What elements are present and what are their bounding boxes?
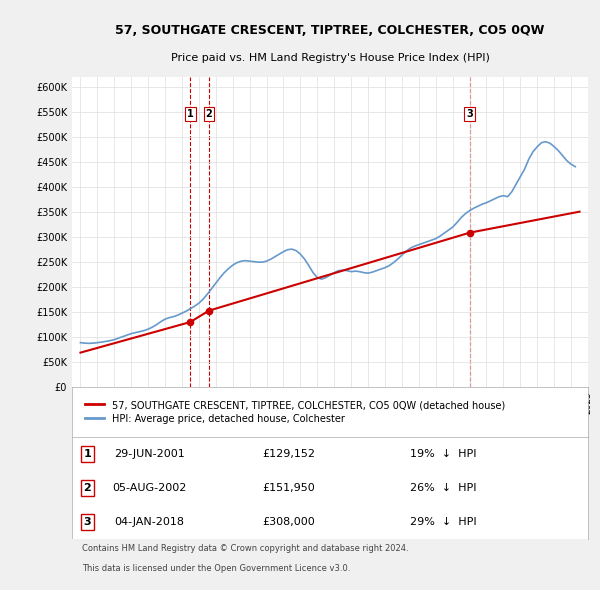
Legend: 57, SOUTHGATE CRESCENT, TIPTREE, COLCHESTER, CO5 0QW (detached house), HPI: Aver: 57, SOUTHGATE CRESCENT, TIPTREE, COLCHES…	[82, 397, 508, 427]
Text: 04-JAN-2018: 04-JAN-2018	[115, 517, 184, 527]
Text: 29%  ↓  HPI: 29% ↓ HPI	[410, 517, 477, 527]
Text: 3: 3	[466, 109, 473, 119]
Text: 26%  ↓  HPI: 26% ↓ HPI	[410, 483, 477, 493]
Text: 57, SOUTHGATE CRESCENT, TIPTREE, COLCHESTER, CO5 0QW: 57, SOUTHGATE CRESCENT, TIPTREE, COLCHES…	[115, 24, 545, 37]
Text: 19%  ↓  HPI: 19% ↓ HPI	[410, 449, 477, 459]
Text: 05-AUG-2002: 05-AUG-2002	[112, 483, 187, 493]
Text: 29-JUN-2001: 29-JUN-2001	[114, 449, 185, 459]
Point	[204, 306, 214, 316]
Text: Contains HM Land Registry data © Crown copyright and database right 2024.: Contains HM Land Registry data © Crown c…	[82, 544, 409, 553]
Text: £129,152: £129,152	[262, 449, 315, 459]
Text: 2: 2	[205, 109, 212, 119]
Text: 3: 3	[83, 517, 91, 527]
Text: This data is licensed under the Open Government Licence v3.0.: This data is licensed under the Open Gov…	[82, 564, 350, 573]
Text: 1: 1	[187, 109, 194, 119]
Text: 1: 1	[83, 449, 91, 459]
Text: £151,950: £151,950	[262, 483, 315, 493]
Point	[465, 228, 475, 237]
Text: Price paid vs. HM Land Registry's House Price Index (HPI): Price paid vs. HM Land Registry's House …	[170, 53, 490, 63]
Text: £308,000: £308,000	[262, 517, 315, 527]
Point	[185, 317, 195, 327]
Text: 2: 2	[83, 483, 91, 493]
